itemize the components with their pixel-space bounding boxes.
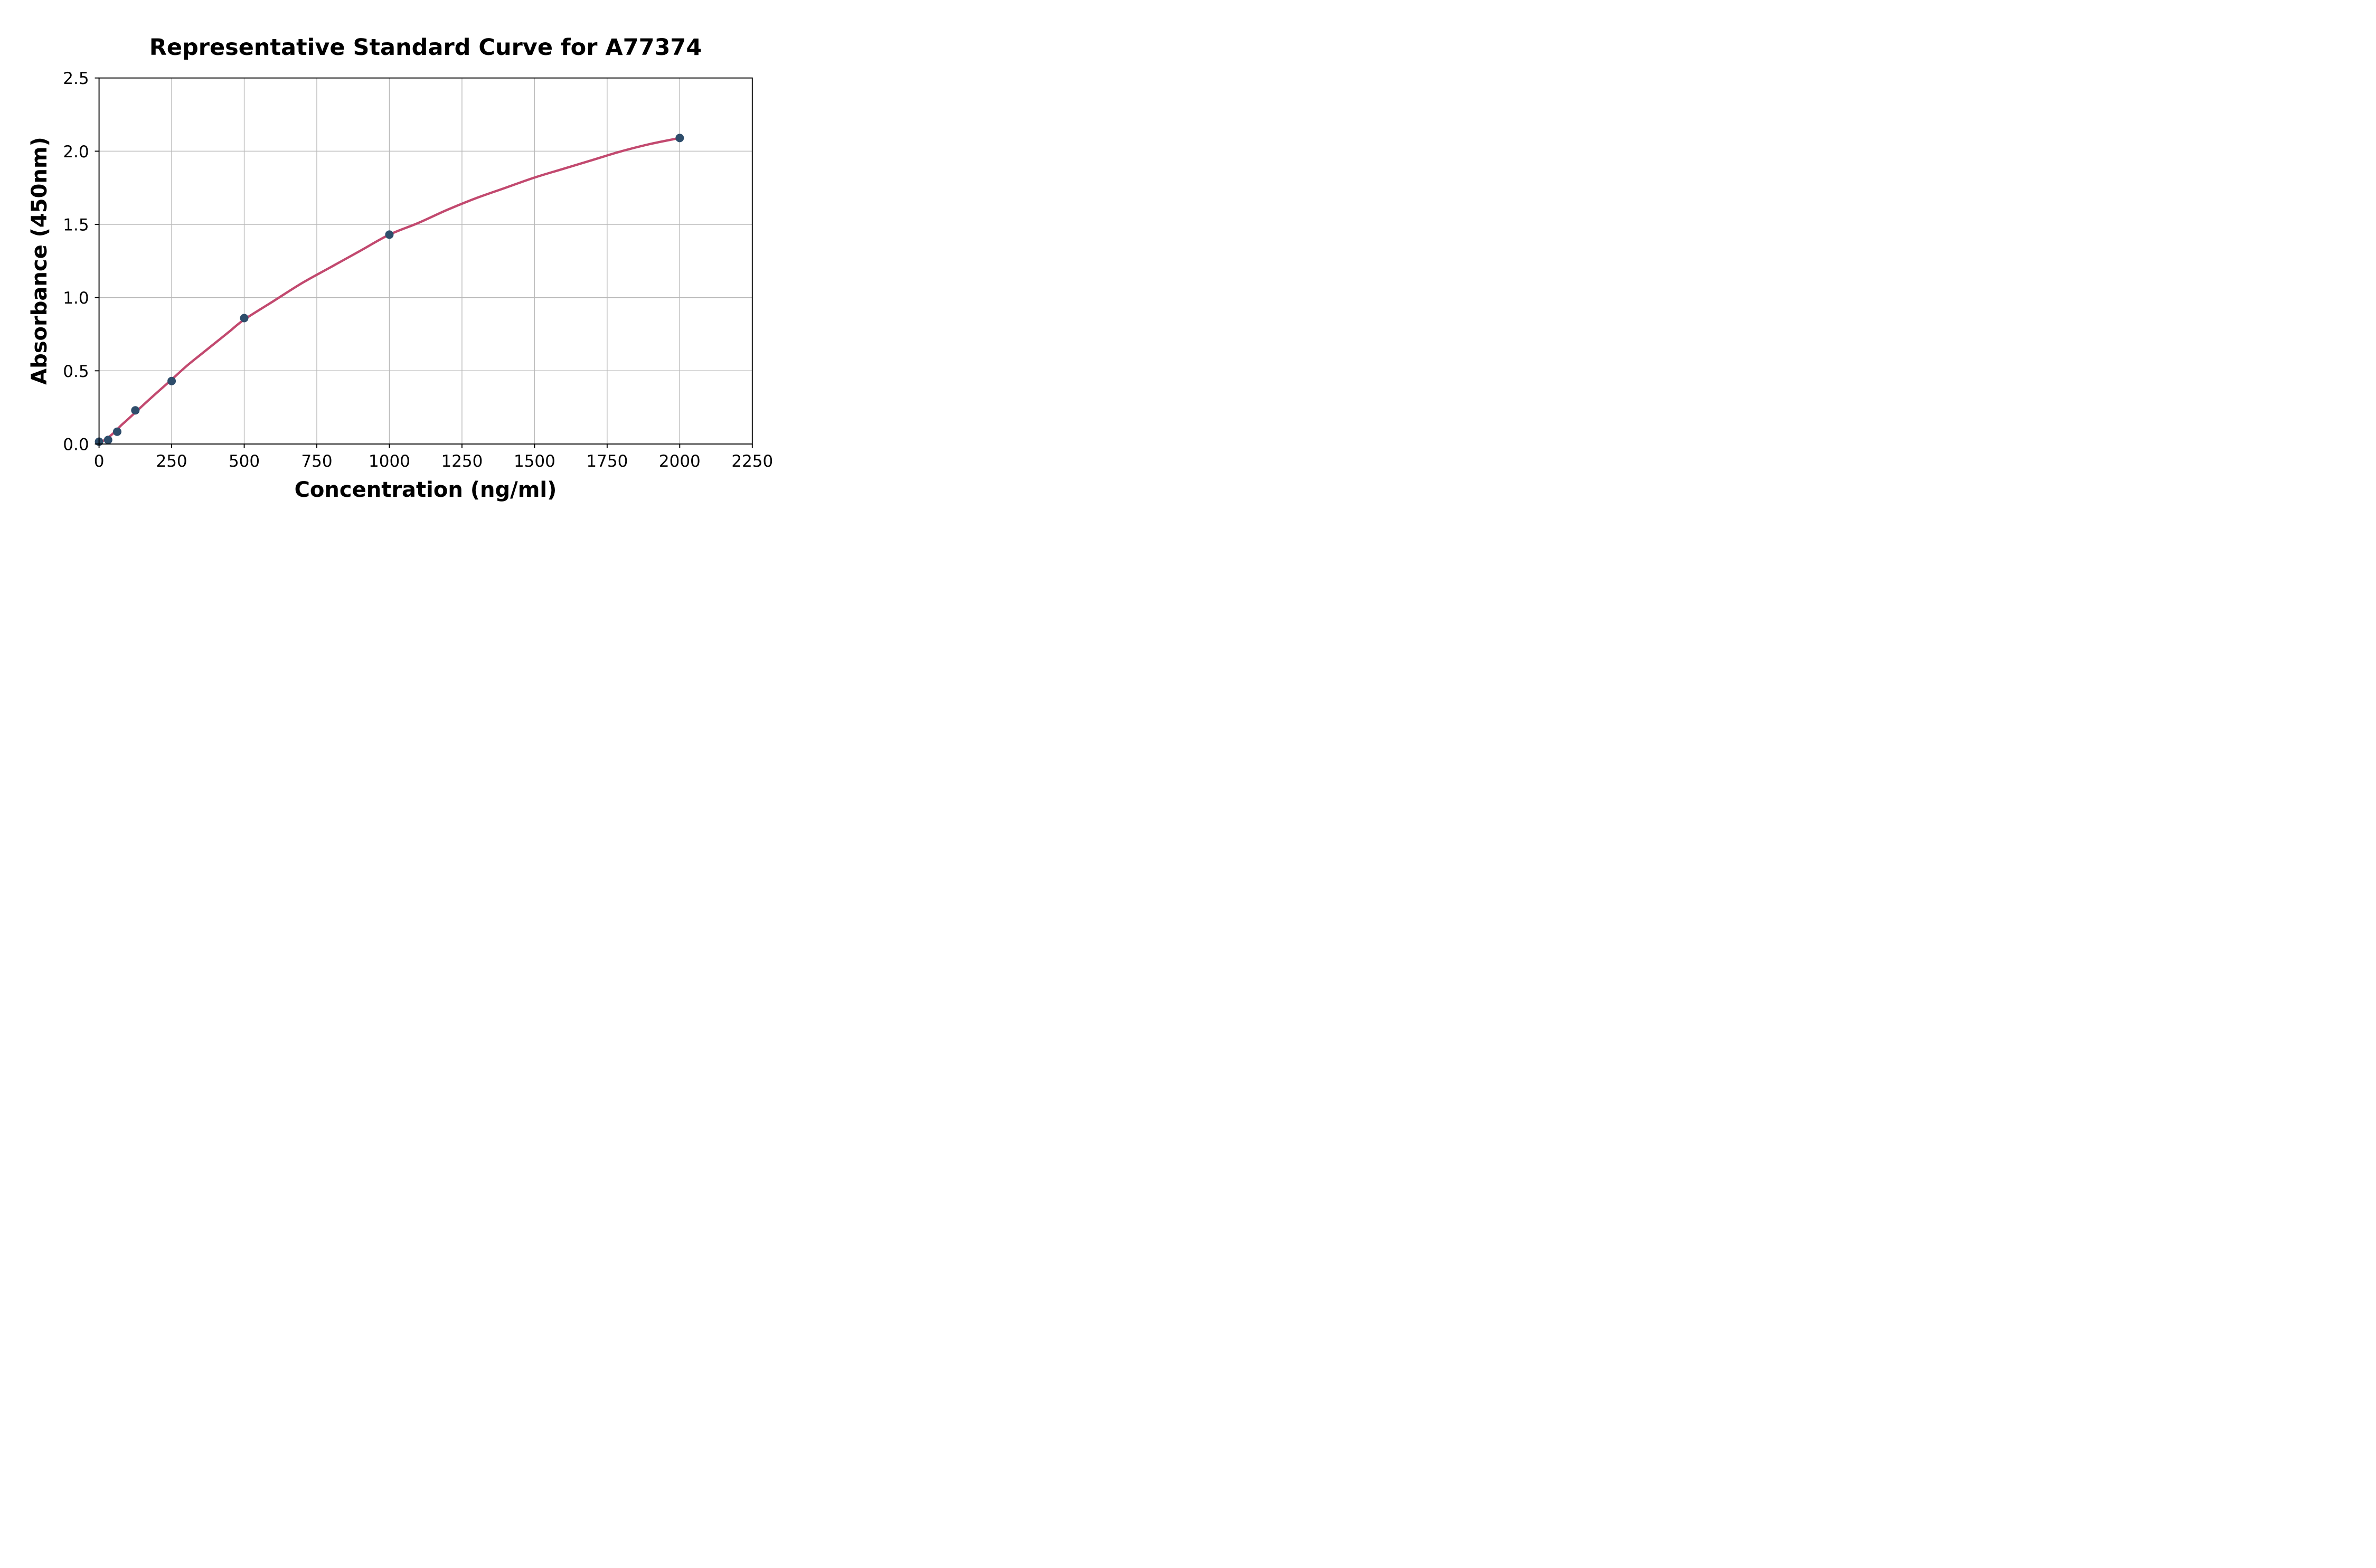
x-tick-label: 2250 — [731, 452, 773, 471]
x-tick-label: 2000 — [659, 452, 701, 471]
y-tick-label: 2.5 — [63, 69, 89, 88]
data-point — [103, 436, 112, 445]
plot-frame — [98, 77, 753, 445]
data-point — [167, 376, 176, 385]
data-point — [240, 314, 249, 323]
y-tick-label: 1.0 — [63, 289, 89, 308]
tick-labels: 0 250 500 750 1000 1250 1500 1750 2000 2250 0.0 0.5… — [63, 69, 773, 471]
data-point — [112, 427, 121, 436]
x-tick-label: 1500 — [514, 452, 555, 471]
gridlines — [98, 77, 753, 445]
chart-canvas: 0 250 500 750 1000 1250 1500 1750 2000 2250 0.0 0.5… — [27, 34, 773, 502]
data-point — [675, 134, 684, 143]
x-tick-label: 750 — [301, 452, 332, 471]
x-tick-label: 250 — [156, 452, 187, 471]
x-tick-label: 1000 — [369, 452, 410, 471]
chart-title: Representative Standard Curve for A77374 — [149, 34, 702, 61]
x-axis-label: Concentration (ng/ml) — [295, 478, 557, 502]
y-tick-label: 0.0 — [63, 436, 89, 455]
x-tick-label: 1750 — [586, 452, 628, 471]
x-tick-label: 500 — [229, 452, 260, 471]
y-tick-label: 1.5 — [63, 216, 89, 235]
y-tick-label: 2.0 — [63, 143, 89, 162]
y-tick-label: 0.5 — [63, 362, 89, 381]
x-tick-label: 1250 — [441, 452, 483, 471]
y-axis-label: Absorbance (450nm) — [27, 137, 52, 385]
standard-curve-figure: 0 250 500 750 1000 1250 1500 1750 2000 2250 0.0 0.5… — [0, 0, 792, 523]
x-tick-label: 0 — [94, 452, 105, 471]
data-point — [385, 230, 394, 239]
data-point — [131, 406, 140, 415]
axis-ticks — [95, 77, 753, 448]
